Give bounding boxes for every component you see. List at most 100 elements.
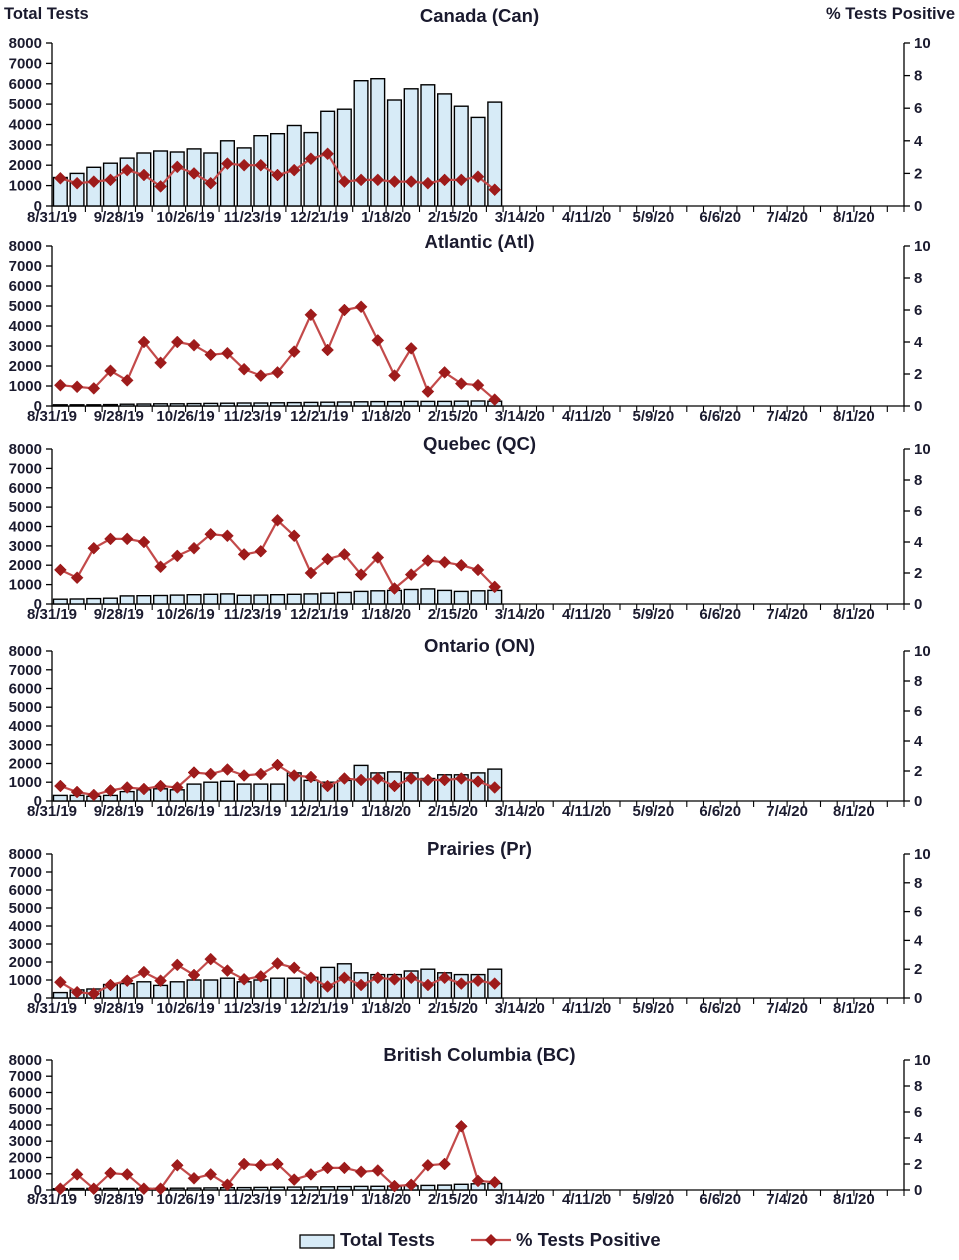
svg-text:4: 4: [914, 334, 923, 351]
svg-text:8/1/20: 8/1/20: [833, 606, 875, 623]
svg-text:8: 8: [914, 1078, 922, 1095]
svg-text:7000: 7000: [9, 662, 42, 679]
svg-text:6/6/20: 6/6/20: [699, 1191, 741, 1208]
svg-text:1000: 1000: [9, 577, 42, 594]
svg-text:8/31/19: 8/31/19: [27, 606, 77, 623]
svg-text:1000: 1000: [9, 178, 42, 195]
svg-text:9/28/19: 9/28/19: [94, 803, 144, 820]
svg-text:8000: 8000: [9, 238, 42, 255]
svg-text:9/28/19: 9/28/19: [94, 606, 144, 623]
svg-text:2: 2: [914, 165, 922, 182]
svg-text:1000: 1000: [9, 1166, 42, 1183]
svg-text:3/14/20: 3/14/20: [495, 1000, 545, 1017]
svg-text:1/18/20: 1/18/20: [361, 1191, 411, 1208]
svg-text:6000: 6000: [9, 278, 42, 295]
svg-text:4: 4: [914, 932, 923, 949]
svg-text:4000: 4000: [9, 918, 42, 935]
svg-text:8: 8: [914, 875, 922, 892]
svg-text:5000: 5000: [9, 1101, 42, 1118]
svg-text:4000: 4000: [9, 117, 42, 134]
svg-text:8: 8: [914, 68, 922, 85]
svg-text:5/9/20: 5/9/20: [633, 408, 675, 425]
svg-text:0: 0: [914, 990, 922, 1007]
svg-text:8/31/19: 8/31/19: [27, 209, 77, 226]
svg-text:1000: 1000: [9, 774, 42, 791]
svg-text:8/31/19: 8/31/19: [27, 408, 77, 425]
svg-text:8/1/20: 8/1/20: [833, 408, 875, 425]
svg-text:0: 0: [914, 596, 922, 613]
svg-text:6000: 6000: [9, 480, 42, 497]
svg-text:6: 6: [914, 904, 922, 921]
svg-text:5/9/20: 5/9/20: [633, 606, 675, 623]
svg-text:4/11/20: 4/11/20: [562, 1000, 611, 1017]
svg-text:2/15/20: 2/15/20: [428, 408, 478, 425]
svg-text:4/11/20: 4/11/20: [562, 408, 611, 425]
svg-text:2: 2: [914, 961, 922, 978]
svg-text:9/28/19: 9/28/19: [94, 408, 144, 425]
svg-text:2: 2: [914, 1156, 922, 1173]
svg-text:6: 6: [914, 100, 922, 117]
svg-text:1000: 1000: [9, 972, 42, 989]
svg-text:3000: 3000: [9, 737, 42, 754]
svg-text:10: 10: [914, 238, 931, 255]
svg-text:8/1/20: 8/1/20: [833, 209, 875, 226]
svg-text:% Tests Positive: % Tests Positive: [826, 5, 955, 23]
svg-text:10/26/19: 10/26/19: [156, 209, 214, 226]
svg-text:11/23/19: 11/23/19: [224, 209, 282, 226]
svg-text:7/4/20: 7/4/20: [766, 1191, 808, 1208]
svg-text:2/15/20: 2/15/20: [428, 803, 478, 820]
svg-text:10: 10: [914, 35, 931, 52]
svg-text:4000: 4000: [9, 718, 42, 735]
svg-text:Prairies (Pr): Prairies (Pr): [427, 838, 532, 859]
svg-text:% Tests Positive: % Tests Positive: [516, 1229, 661, 1250]
svg-text:5000: 5000: [9, 900, 42, 917]
svg-text:6000: 6000: [9, 882, 42, 899]
svg-text:2/15/20: 2/15/20: [428, 606, 478, 623]
svg-text:2000: 2000: [9, 557, 42, 574]
svg-text:2000: 2000: [9, 1150, 42, 1167]
svg-text:1000: 1000: [9, 378, 42, 395]
svg-text:Ontario (ON): Ontario (ON): [424, 635, 535, 656]
svg-text:2: 2: [914, 763, 922, 780]
svg-text:5/9/20: 5/9/20: [633, 1000, 675, 1017]
svg-text:11/23/19: 11/23/19: [224, 803, 282, 820]
svg-text:12/21/19: 12/21/19: [290, 1191, 348, 1208]
svg-text:2000: 2000: [9, 157, 42, 174]
svg-text:5000: 5000: [9, 298, 42, 315]
svg-text:2/15/20: 2/15/20: [428, 1000, 478, 1017]
svg-text:3/14/20: 3/14/20: [495, 606, 545, 623]
svg-text:8000: 8000: [9, 35, 42, 52]
svg-text:7/4/20: 7/4/20: [766, 803, 808, 820]
svg-text:8: 8: [914, 472, 922, 489]
svg-text:8/31/19: 8/31/19: [27, 1191, 77, 1208]
svg-text:12/21/19: 12/21/19: [290, 408, 348, 425]
svg-text:6/6/20: 6/6/20: [699, 209, 741, 226]
svg-text:2000: 2000: [9, 954, 42, 971]
svg-text:7000: 7000: [9, 1068, 42, 1085]
svg-text:3/14/20: 3/14/20: [495, 209, 545, 226]
svg-text:7000: 7000: [9, 55, 42, 72]
svg-text:8000: 8000: [9, 846, 42, 863]
svg-text:3/14/20: 3/14/20: [495, 1191, 545, 1208]
svg-text:8/1/20: 8/1/20: [833, 1000, 875, 1017]
svg-text:Total Tests: Total Tests: [340, 1229, 435, 1250]
svg-text:4/11/20: 4/11/20: [562, 1191, 611, 1208]
svg-text:12/21/19: 12/21/19: [290, 209, 348, 226]
svg-text:4: 4: [914, 733, 923, 750]
svg-text:6/6/20: 6/6/20: [699, 606, 741, 623]
svg-text:7000: 7000: [9, 864, 42, 881]
svg-text:9/28/19: 9/28/19: [94, 1191, 144, 1208]
svg-text:8000: 8000: [9, 643, 42, 660]
svg-text:6/6/20: 6/6/20: [699, 408, 741, 425]
svg-text:Atlantic (Atl): Atlantic (Atl): [425, 231, 535, 252]
svg-text:6: 6: [914, 302, 922, 319]
svg-text:11/23/19: 11/23/19: [224, 1191, 282, 1208]
svg-text:4/11/20: 4/11/20: [562, 803, 611, 820]
svg-text:7/4/20: 7/4/20: [766, 209, 808, 226]
svg-text:4/11/20: 4/11/20: [562, 606, 611, 623]
svg-text:8/31/19: 8/31/19: [27, 803, 77, 820]
svg-text:3000: 3000: [9, 1133, 42, 1150]
svg-text:11/23/19: 11/23/19: [224, 408, 282, 425]
svg-text:1/18/20: 1/18/20: [361, 803, 411, 820]
svg-text:9/28/19: 9/28/19: [94, 1000, 144, 1017]
